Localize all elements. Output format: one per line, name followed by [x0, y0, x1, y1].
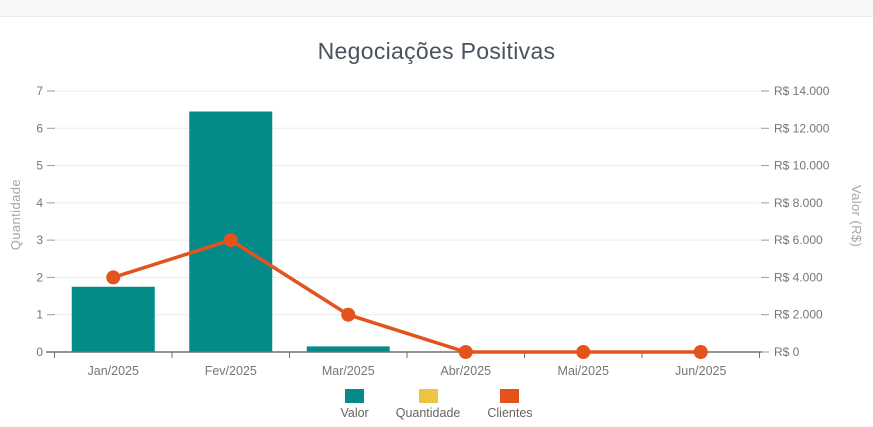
clientes-swatch-icon [500, 389, 520, 403]
svg-text:6: 6 [36, 121, 43, 135]
svg-text:Fev/2025: Fev/2025 [205, 364, 257, 378]
svg-text:Abr/2025: Abr/2025 [440, 364, 491, 378]
svg-text:R$ 14.000: R$ 14.000 [774, 84, 830, 98]
bar-Jan/2025[interactable] [71, 286, 155, 352]
svg-text:R$ 4.000: R$ 4.000 [774, 270, 823, 284]
svg-text:Mar/2025: Mar/2025 [322, 364, 375, 378]
chart-legend: Valor Quantidade Clientes [0, 389, 873, 420]
svg-text:R$ 6.000: R$ 6.000 [774, 233, 823, 247]
svg-text:1: 1 [36, 308, 43, 322]
valor-swatch-icon [345, 389, 365, 403]
marker-Jan/2025[interactable] [106, 270, 121, 285]
chart-title: Negociações Positivas [317, 38, 556, 64]
right-axis-title: Valor (R$) [849, 185, 864, 248]
svg-text:2: 2 [36, 270, 43, 284]
marker-Jun/2025[interactable] [693, 345, 708, 359]
bar-series-valor[interactable] [71, 111, 390, 352]
legend-item-clientes[interactable]: Clientes [487, 389, 533, 420]
marker-Mar/2025[interactable] [341, 307, 356, 322]
legend-label-quantidade: Quantidade [395, 406, 461, 420]
svg-text:5: 5 [36, 159, 43, 173]
svg-text:Jan/2025: Jan/2025 [88, 364, 139, 378]
svg-text:3: 3 [36, 233, 43, 247]
svg-text:R$ 10.000: R$ 10.000 [774, 159, 830, 173]
legend-item-quantidade[interactable]: Quantidade [395, 389, 461, 420]
svg-text:Jun/2025: Jun/2025 [675, 364, 726, 378]
svg-text:0: 0 [36, 345, 43, 359]
gridlines [56, 90, 760, 316]
legend-label-clientes: Clientes [487, 406, 533, 420]
legend-item-valor[interactable]: Valor [340, 389, 369, 420]
svg-text:R$ 12.000: R$ 12.000 [774, 121, 830, 135]
axis-ticks: 0 1 2 3 4 5 6 7 R$ 0 R$ 2.000 R$ 4.000 R$ 6.000 R$ 8… [36, 84, 829, 359]
svg-text:4: 4 [36, 196, 43, 210]
quantidade-swatch-icon [418, 389, 438, 403]
left-axis-title: Quantidade [8, 179, 23, 251]
svg-text:R$ 0: R$ 0 [774, 345, 800, 359]
marker-Fev/2025[interactable] [223, 233, 238, 248]
line-series-clientes[interactable] [106, 233, 708, 359]
svg-text:R$ 2.000: R$ 2.000 [774, 308, 823, 322]
legend-label-valor: Valor [340, 406, 369, 420]
x-axis-labels: Jan/2025 Fev/2025 Mar/2025 Abr/2025 Mai/2025… [88, 364, 727, 378]
marker-Mai/2025[interactable] [576, 345, 591, 359]
marker-Abr/2025[interactable] [458, 345, 473, 359]
svg-text:Mai/2025: Mai/2025 [558, 364, 609, 378]
svg-text:7: 7 [36, 84, 43, 98]
top-strip [0, 0, 873, 17]
bar-Mar/2025[interactable] [306, 346, 390, 352]
svg-text:R$ 8.000: R$ 8.000 [774, 196, 823, 210]
bar-Fev/2025[interactable] [189, 111, 273, 352]
